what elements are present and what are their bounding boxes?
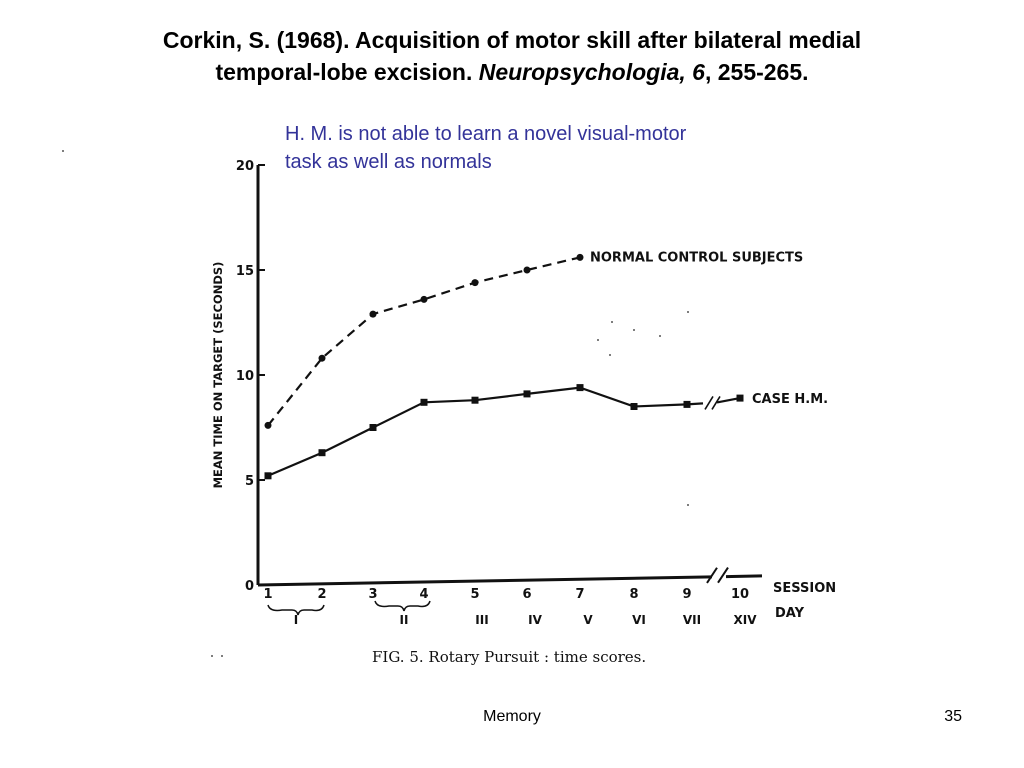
y-tick-label: 5	[245, 474, 254, 489]
scan-speck	[611, 321, 613, 323]
figure-caption: FIG. 5. Rotary Pursuit : time scores.	[372, 648, 646, 666]
data-point-case-hm	[576, 384, 584, 392]
data-point-case-hm	[736, 394, 744, 402]
chart-labels: 0 5 10 15 20 MEAN TIME ON TARGET (SECONDS) 1 2 3…	[211, 159, 836, 666]
y-tick-label: 10	[236, 369, 254, 384]
session-tick-label: 6	[522, 587, 531, 602]
chart-series	[264, 253, 744, 480]
citation-title: Corkin, S. (1968). Acquisition of motor …	[60, 24, 964, 88]
day-tick-label: VI	[632, 613, 646, 627]
series-break-mark	[704, 395, 714, 410]
series-label-case-hm: CASE H.M.	[752, 392, 828, 407]
day-tick-label: VII	[683, 613, 701, 627]
day-tick-label: IV	[528, 613, 542, 627]
x-axis-break-mark	[717, 566, 729, 584]
citation-pages: , 255-265.	[704, 59, 809, 85]
data-point-case-hm	[523, 390, 531, 398]
day-brace	[374, 600, 431, 612]
x-axis-title: SESSION	[773, 581, 836, 596]
session-tick-label: 1	[263, 587, 272, 602]
session-tick-label: 8	[629, 587, 638, 602]
series-label-normal-controls: NORMAL CONTROL SUBJECTS	[590, 250, 803, 265]
session-tick-label: 7	[575, 587, 584, 602]
data-point-normal-controls	[471, 279, 479, 287]
data-point-normal-controls	[420, 295, 428, 303]
series-line-case-hm	[716, 397, 741, 404]
data-point-case-hm	[264, 472, 272, 480]
day-tick-label: XIV	[733, 613, 757, 627]
annotation-text: H. M. is not able to learn a novel visua…	[285, 120, 845, 176]
y-tick-label: 15	[236, 264, 254, 279]
citation-journal: Neuropsychologia, 6	[478, 59, 705, 85]
chart-axes	[62, 150, 763, 657]
day-tick-label: I	[294, 613, 298, 627]
data-point-normal-controls	[318, 354, 326, 362]
scan-speck	[62, 150, 64, 152]
scan-speck	[687, 504, 689, 506]
data-point-case-hm	[471, 396, 479, 404]
x-axis-line-end	[725, 574, 763, 579]
data-point-case-hm	[369, 424, 377, 431]
data-point-normal-controls	[264, 421, 272, 429]
day-axis-title: DAY	[775, 606, 805, 621]
scan-speck	[221, 655, 223, 657]
session-tick-label: 3	[368, 587, 377, 602]
series-break-mark	[711, 395, 721, 410]
citation-prefix: temporal-lobe excision.	[215, 59, 473, 85]
x-axis-line	[257, 575, 713, 587]
scan-speck	[211, 655, 213, 657]
day-tick-label: II	[400, 613, 409, 627]
footer-label: Memory	[483, 708, 541, 725]
y-tick-label: 20	[236, 159, 254, 174]
scan-speck	[609, 354, 611, 356]
slide-number: 35	[944, 708, 962, 725]
session-tick-label: 10	[731, 587, 749, 602]
data-point-case-hm	[630, 403, 638, 410]
scan-speck	[687, 311, 689, 313]
session-tick-label: 9	[682, 587, 691, 602]
day-brace	[267, 604, 325, 616]
session-tick-label: 5	[470, 587, 479, 602]
x-axis-break-mark	[706, 567, 718, 584]
scan-speck	[597, 339, 599, 341]
y-axis-title: MEAN TIME ON TARGET (SECONDS)	[211, 262, 225, 489]
annotation-line-2: task as well as normals	[285, 151, 492, 173]
data-point-case-hm	[683, 400, 691, 408]
day-tick-label: V	[583, 613, 593, 627]
citation-line-1: Corkin, S. (1968). Acquisition of motor …	[162, 27, 862, 53]
y-tick-label: 0	[245, 579, 254, 594]
data-point-case-hm	[420, 398, 428, 406]
session-tick-label: 4	[419, 587, 428, 602]
data-point-case-hm	[318, 449, 326, 457]
data-point-normal-controls	[523, 266, 531, 274]
session-tick-label: 2	[317, 587, 326, 602]
data-point-normal-controls	[369, 310, 377, 318]
scan-speck	[659, 335, 661, 337]
annotation-line-1: H. M. is not able to learn a novel visua…	[285, 123, 687, 145]
data-point-normal-controls	[576, 253, 584, 261]
scan-speck	[633, 329, 635, 331]
citation-line-2: temporal-lobe excision. Neuropsychologia…	[60, 56, 964, 88]
day-tick-label: III	[475, 613, 488, 627]
